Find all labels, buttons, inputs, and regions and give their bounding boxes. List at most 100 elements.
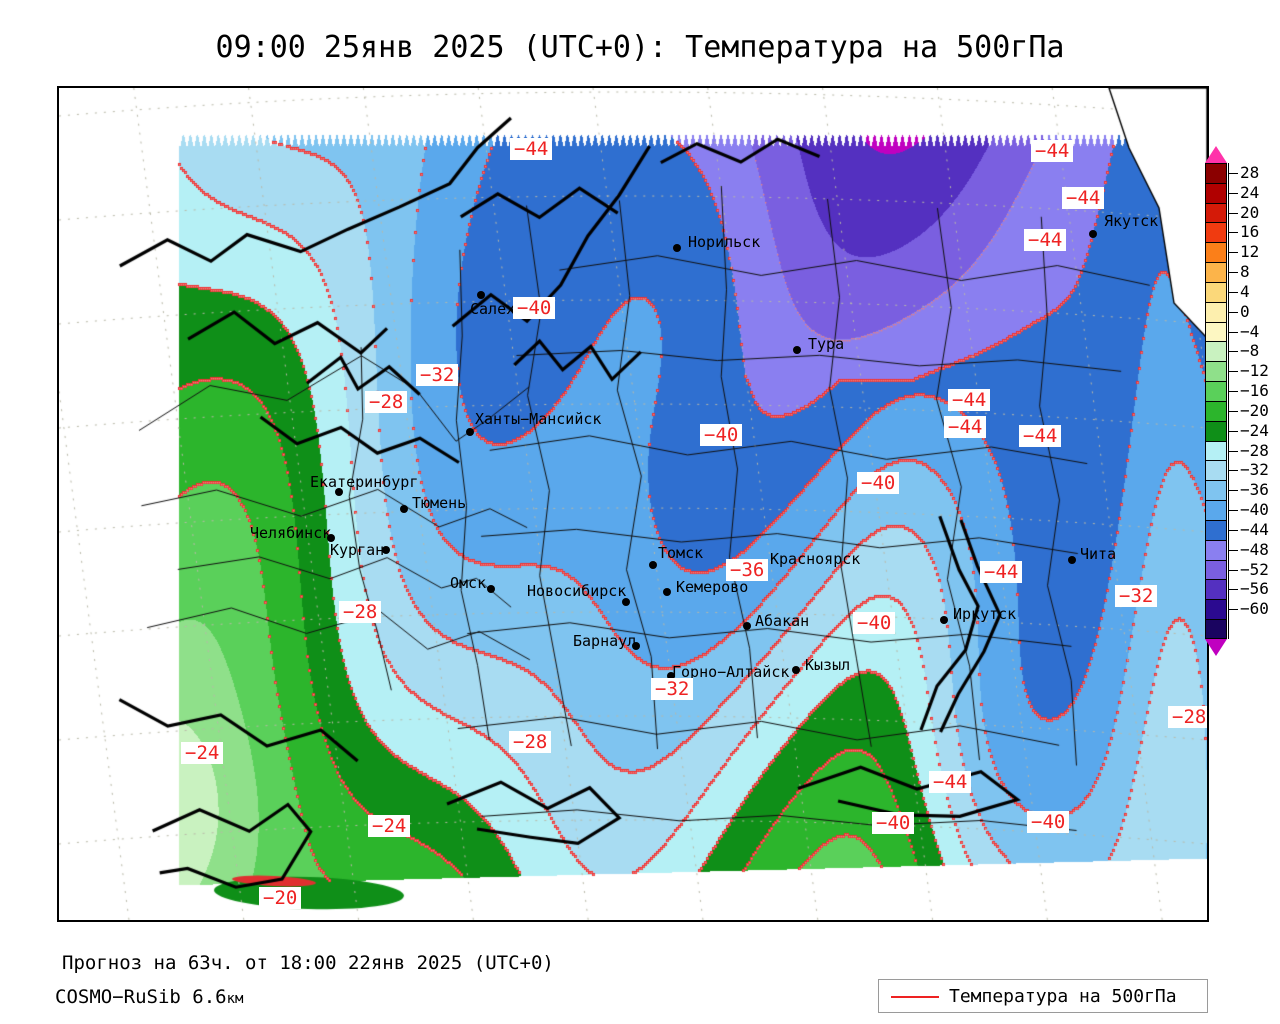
city-label: Норильск: [688, 233, 761, 251]
colorbar-segment: [1205, 361, 1227, 382]
city-marker-dot: [622, 598, 630, 606]
city-label: Барнаул: [573, 632, 637, 650]
colorbar-tick-label: −32: [1240, 460, 1269, 480]
colorbar-segment: [1205, 579, 1227, 600]
temperature-map-canvas[interactable]: [59, 88, 1207, 920]
contour-label: −40: [853, 612, 896, 634]
colorbar-segment: [1205, 400, 1227, 421]
city-marker-dot: [793, 346, 801, 354]
city-label: Тура: [808, 335, 845, 353]
city-marker-dot: [1068, 556, 1076, 564]
colorbar-tick-label: −12: [1240, 361, 1269, 381]
colorbar-segment: [1205, 460, 1227, 481]
colorbar-under-arrow: [1205, 639, 1227, 656]
contour-label: −40: [1027, 811, 1070, 833]
colorbar-tick: [1229, 291, 1238, 293]
city-label: Красноярск: [770, 550, 861, 568]
colorbar-tick: [1229, 609, 1238, 611]
colorbar-segment: [1205, 182, 1227, 203]
contour-label: −44: [980, 561, 1023, 583]
map-frame[interactable]: Норильск Салехард Тура Якутск Ханты−Мансийск…: [57, 86, 1209, 922]
colorbar-segment: [1205, 500, 1227, 520]
colorbar-segment: [1205, 321, 1227, 342]
colorbar-tick-label: 20: [1240, 202, 1260, 222]
city-label: Иркутск: [953, 605, 1017, 623]
city-label: Ханты−Мансийск: [475, 410, 602, 428]
colorbar-tick-label: −16: [1240, 381, 1269, 401]
colorbar-segment: [1205, 381, 1227, 401]
colorbar-segment: [1205, 202, 1227, 223]
model-name: COSMO−RuSib 6.6: [55, 986, 227, 1008]
city-marker-dot: [327, 534, 335, 542]
contour-label: −28: [339, 601, 382, 623]
colorbar-tick-label: −20: [1240, 400, 1269, 420]
colorbar-tick-label: 24: [1240, 182, 1260, 202]
city-marker-dot: [667, 672, 675, 680]
colorbar-axis: [1228, 163, 1229, 639]
colorbar-tick: [1229, 192, 1238, 194]
colorbar-tick: [1229, 410, 1238, 412]
colorbar-tick-label: −48: [1240, 539, 1269, 559]
colorbar-tick: [1229, 232, 1238, 234]
colorbar: [1205, 163, 1227, 639]
colorbar-tick-label: −24: [1240, 420, 1269, 440]
contour-label: −44: [1024, 229, 1067, 251]
legend-line-icon: [891, 996, 939, 998]
colorbar-tick: [1229, 371, 1238, 373]
city-marker-dot: [400, 505, 408, 513]
colorbar-tick: [1229, 510, 1238, 512]
colorbar-segment: [1205, 262, 1227, 282]
city-label: Якутск: [1104, 212, 1159, 230]
colorbar-tick-label: −28: [1240, 440, 1269, 460]
colorbar-tick: [1229, 311, 1238, 313]
colorbar-tick-label: 28: [1240, 162, 1260, 182]
colorbar-tick: [1229, 172, 1238, 174]
colorbar-tick: [1229, 430, 1238, 432]
colorbar-tick: [1229, 351, 1238, 353]
colorbar-segment: [1205, 301, 1227, 322]
colorbar-tick-label: 4: [1240, 281, 1250, 301]
city-marker-dot: [487, 585, 495, 593]
contour-label: −32: [1115, 585, 1158, 607]
city-marker-dot: [792, 666, 800, 674]
colorbar-segment: [1205, 341, 1227, 362]
colorbar-segment: [1205, 599, 1227, 620]
colorbar-segment: [1205, 281, 1227, 302]
city-marker-dot: [632, 642, 640, 650]
contour-label: −36: [726, 559, 769, 581]
colorbar-tick: [1229, 470, 1238, 472]
colorbar-segment: [1205, 559, 1227, 580]
contour-label: −44: [948, 389, 991, 411]
city-label: Кызыл: [805, 656, 851, 674]
colorbar-segment: [1205, 480, 1227, 501]
colorbar-tick: [1229, 252, 1238, 254]
legend-label: Температура на 500гПа: [949, 986, 1177, 1007]
city-label: Горно−Алтайск: [672, 663, 790, 681]
colorbar-tick: [1229, 450, 1238, 452]
colorbar-segment: [1205, 222, 1227, 243]
contour-label: −40: [513, 297, 556, 319]
city-marker-dot: [335, 488, 343, 496]
colorbar-over-arrow: [1205, 146, 1227, 163]
map-legend: Температура на 500гПа: [878, 979, 1208, 1013]
colorbar-tick: [1229, 331, 1238, 333]
colorbar-tick-label: −52: [1240, 559, 1269, 579]
colorbar-segment: [1205, 440, 1227, 461]
city-marker-dot: [382, 546, 390, 554]
city-label: Новосибирск: [527, 582, 627, 600]
contour-label: −40: [700, 424, 743, 446]
contour-label: −32: [651, 678, 694, 700]
colorbar-tick: [1229, 529, 1238, 531]
city-marker-dot: [673, 244, 681, 252]
colorbar-tick-label: −60: [1240, 599, 1269, 619]
city-marker-dot: [1089, 230, 1097, 238]
city-label: Кемерово: [676, 578, 749, 596]
contour-label: −20: [259, 887, 302, 909]
contour-label: −40: [857, 472, 900, 494]
contour-label: −44: [1062, 187, 1105, 209]
colorbar-segment: [1205, 242, 1227, 263]
city-label: Курган: [330, 541, 385, 559]
colorbar-segment: [1205, 420, 1227, 441]
colorbar-segment: [1205, 619, 1227, 639]
colorbar-segment: [1205, 519, 1227, 540]
